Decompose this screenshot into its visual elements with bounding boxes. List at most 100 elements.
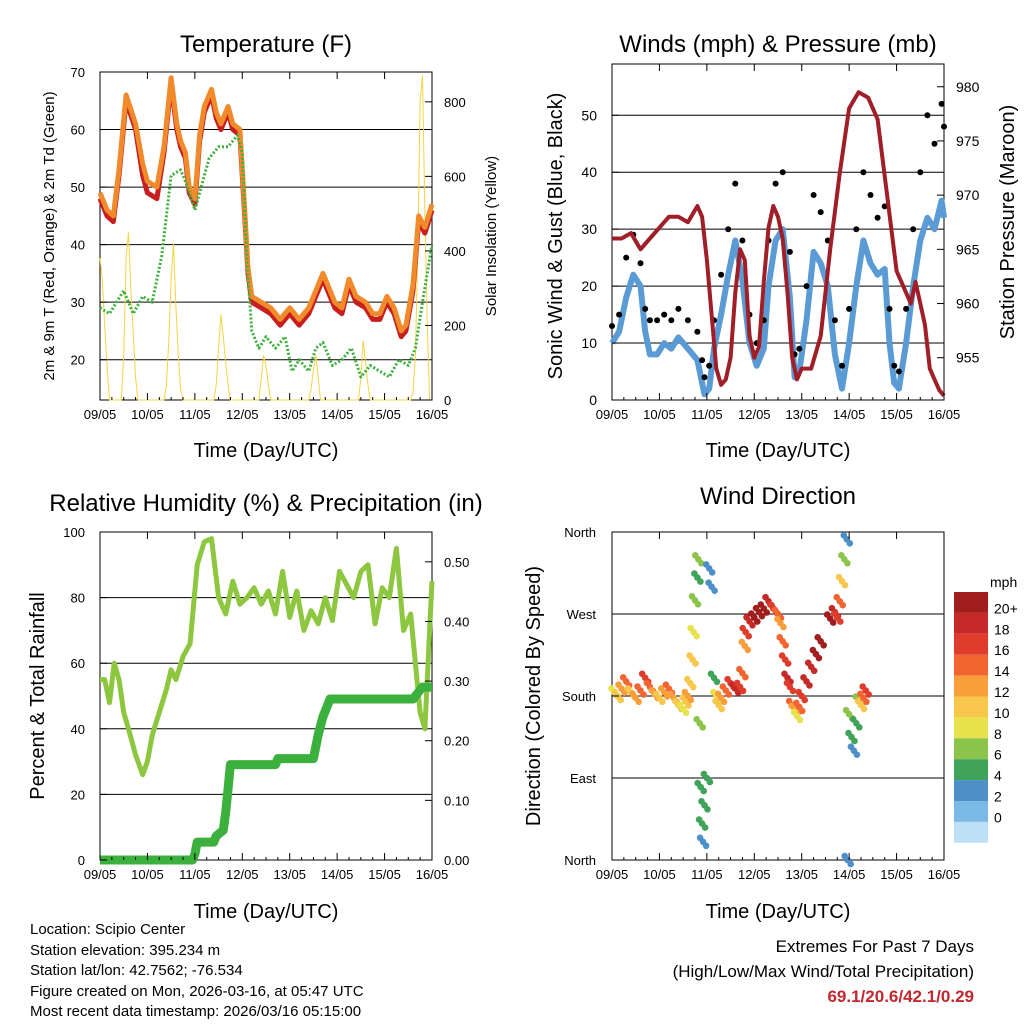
legend-swatch [954, 675, 988, 697]
2m-t-line [97, 81, 435, 340]
y-tick-label: 80 [71, 591, 85, 606]
direction-point [702, 842, 710, 850]
x-tick-label: 09/05 [596, 867, 629, 882]
speed-legend: mph 20+ 18 16 14 12 10 8 6 4 2 0 [954, 574, 1018, 843]
y-tick-label: 30 [71, 295, 85, 310]
relative-humidity-line [100, 536, 435, 778]
y-tick-label: 20 [71, 787, 85, 802]
temperature-ylabel: 2m & 9m T (Red, Orange) & 2m Td (Green) [41, 91, 58, 380]
direction-point [687, 696, 695, 704]
direction-point [749, 622, 756, 629]
y2-tick-label: 0.30 [444, 674, 469, 689]
legend-swatch [954, 633, 988, 655]
legend-swatch [954, 821, 988, 843]
x-tick-label: 12/05 [738, 867, 771, 882]
gust-point [772, 180, 779, 187]
gust-point [646, 317, 653, 324]
x-tick-label: 10/05 [643, 867, 676, 882]
y-tick-label: 50 [71, 180, 85, 195]
direction-point [782, 642, 789, 649]
direction-point [847, 860, 854, 868]
y-tick-label: 50 [581, 107, 597, 123]
legend-label: 2 [994, 789, 1002, 805]
x-tick-label: 10/05 [131, 867, 164, 882]
direction-point [758, 612, 766, 620]
y2-tick-label: 955 [956, 350, 980, 366]
gust-point [891, 362, 898, 369]
x-tick-label: 14/05 [833, 407, 866, 422]
gust-point [931, 140, 938, 147]
x-tick-label: 11/05 [691, 867, 723, 882]
direction-point [742, 673, 749, 681]
direction-xlabel: Time (Day/UTC) [706, 901, 851, 923]
direction-point [763, 609, 771, 616]
direction-panel: Wind Direction North East South West North 0… [523, 483, 1018, 923]
legend-label: 6 [994, 747, 1002, 763]
x-tick-label: 12/05 [738, 407, 771, 422]
x-tick-label: 13/05 [273, 867, 306, 882]
y-tick-label: North [564, 853, 596, 868]
y-tick-label: West [567, 607, 597, 622]
gust-point [661, 311, 668, 318]
winds-xlabel: Time (Day/UTC) [706, 440, 851, 462]
solar-insolation-series [99, 75, 432, 401]
gust-point [874, 214, 881, 221]
gust-point [779, 169, 786, 176]
direction-x-ticks: 09/05 10/05 11/05 12/05 13/05 14/05 15/05 16/05 [596, 532, 960, 882]
humidity-panel: Relative Humidity (%) & Precipitation (i… [27, 490, 483, 923]
gust-point [860, 169, 867, 176]
direction-point [711, 587, 718, 594]
humidity-xlabel: Time (Day/UTC) [194, 901, 339, 923]
gust-point [839, 362, 845, 369]
x-tick-label: 12/05 [226, 407, 259, 422]
winds-series [609, 90, 947, 398]
y-tick-label: 100 [63, 525, 85, 540]
direction-point [635, 698, 642, 706]
x-tick-label: 14/05 [321, 407, 354, 422]
direction-point [865, 691, 872, 698]
direction-point [701, 824, 709, 831]
temperature-gridlines [100, 129, 432, 361]
x-tick-label: 15/05 [880, 867, 913, 882]
sonic-wind-line [609, 197, 947, 398]
y2-tick-label: 970 [956, 187, 980, 203]
latlon-text: Station lat/lon: 42.7562; -76.534 [30, 962, 243, 979]
x-tick-label: 13/05 [273, 407, 306, 422]
legend-label: 10 [994, 705, 1010, 721]
gust-point [616, 311, 623, 318]
legend-label: 20+ [994, 600, 1018, 616]
gust-point [817, 209, 824, 216]
y-tick-label: 30 [581, 221, 597, 237]
temperature-series [97, 75, 435, 379]
gust-point [895, 368, 902, 375]
legend-swatch [954, 654, 988, 676]
direction-point [815, 654, 823, 662]
gust-point [917, 169, 924, 176]
y-tick-label: 40 [71, 722, 85, 737]
legend-swatch [954, 612, 988, 634]
x-tick-label: 09/05 [84, 867, 117, 882]
x-tick-label: 15/05 [368, 407, 401, 422]
extremes-title: Extremes For Past 7 Days [775, 937, 974, 956]
gust-point [623, 254, 630, 261]
solar-y-ticks: 0 200 400 600 800 [425, 95, 466, 408]
direction-points [608, 532, 872, 868]
x-tick-label: 14/05 [833, 867, 866, 882]
y-tick-label: North [564, 525, 596, 540]
extremes-values: 69.1/20.6/42.1/0.29 [827, 987, 974, 1006]
direction-point [799, 707, 806, 715]
direction-point [708, 569, 716, 576]
x-tick-label: 15/05 [880, 407, 913, 422]
gust-point [668, 317, 675, 324]
direction-point [820, 642, 827, 649]
y-tick-label: 20 [71, 353, 85, 368]
gust-point [853, 226, 860, 233]
legend-swatch [954, 717, 988, 739]
gust-point [786, 248, 793, 255]
gust-point [803, 283, 810, 290]
humidity-y-ticks: 0 20 40 60 80 100 [63, 525, 107, 868]
legend-label: 18 [994, 621, 1010, 637]
direction-point [617, 696, 624, 704]
gust-point [701, 374, 708, 381]
direction-point [739, 687, 747, 695]
